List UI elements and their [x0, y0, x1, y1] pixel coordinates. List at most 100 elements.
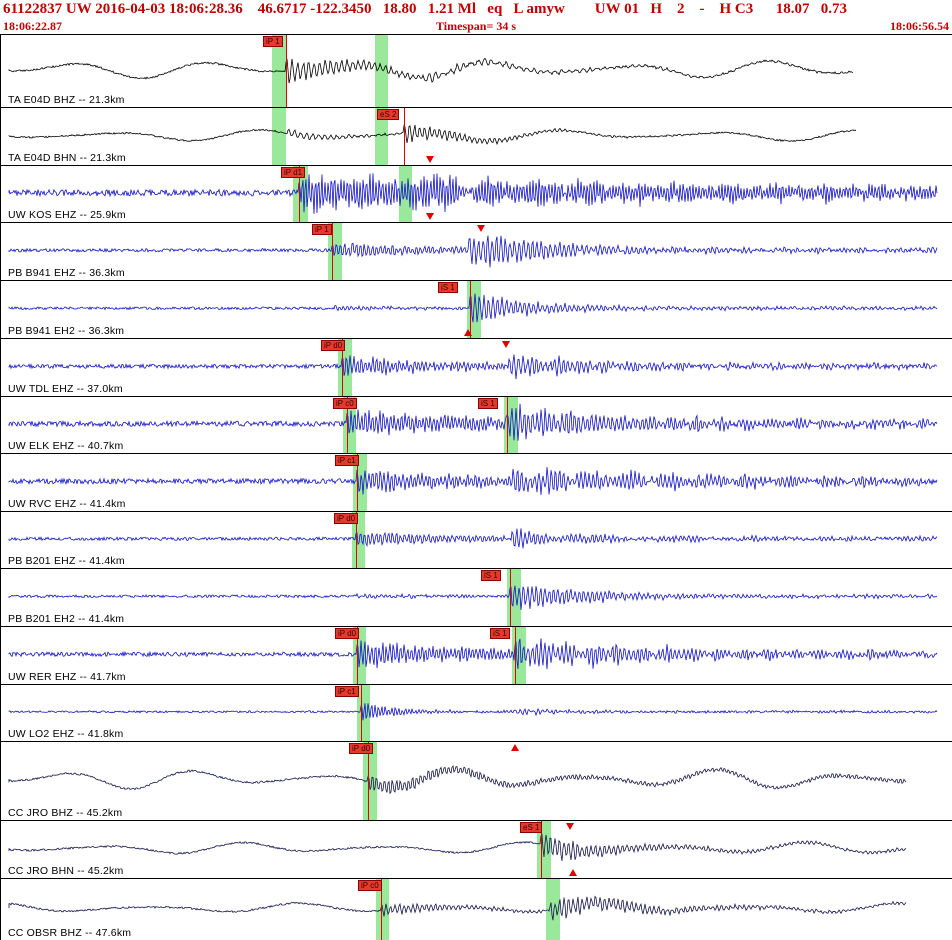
- station-label: CC OBSR BHZ -- 47.6km: [8, 927, 132, 939]
- pick-flag[interactable]: iS 1: [438, 282, 458, 293]
- station-label: UW RER EHZ -- 41.7km: [8, 671, 126, 683]
- pick-flag[interactable]: iP d0: [349, 743, 374, 754]
- pick-line[interactable]: [368, 742, 369, 820]
- arrival-marker-triangle[interactable]: [426, 156, 434, 163]
- window-start-time: 18:06:22.87: [3, 19, 62, 33]
- waveform: [8, 528, 938, 549]
- trace-row-9[interactable]: iP d0 PB B201 EHZ -- 41.4km: [1, 512, 952, 569]
- waveform: [8, 293, 938, 323]
- pick-line[interactable]: [342, 339, 343, 396]
- waveform: [8, 173, 938, 214]
- pick-line[interactable]: [510, 569, 511, 626]
- pick-line[interactable]: [507, 397, 508, 453]
- arrival-marker-triangle[interactable]: [511, 744, 519, 751]
- arrival-marker-triangle[interactable]: [464, 329, 472, 336]
- pick-flag[interactable]: iP c1: [335, 686, 359, 697]
- time-window-bar: 18:06:22.87 Timespan= 34 s 18:06:56.54: [0, 19, 952, 34]
- pick-highlight-band: [352, 512, 365, 568]
- trace-row-6[interactable]: iP d0 UW TDL EHZ -- 37.0km: [1, 339, 952, 397]
- pick-highlight-band: [537, 821, 551, 878]
- station-label: PB B941 EH2 -- 36.3km: [8, 325, 125, 337]
- pick-flag[interactable]: iP d0: [321, 340, 346, 351]
- trace-row-7[interactable]: iP c0 iS 1 UW ELK EHZ -- 40.7km: [1, 397, 952, 454]
- station-label: TA E04D BHZ -- 21.3km: [8, 94, 125, 106]
- pick-line[interactable]: [381, 879, 382, 940]
- pick-flag[interactable]: iS 1: [481, 570, 501, 581]
- timespan-label: Timespan= 34 s: [436, 19, 516, 33]
- station-label: PB B201 EHZ -- 41.4km: [8, 555, 125, 567]
- waveform: [8, 467, 938, 495]
- pick-line[interactable]: [347, 397, 348, 453]
- pick-flag[interactable]: eS 2: [377, 109, 400, 120]
- waveform: [8, 895, 907, 921]
- station-label: UW RVC EHZ -- 41.4km: [8, 498, 126, 510]
- station-label: UW TDL EHZ -- 37.0km: [8, 383, 123, 395]
- pick-flag[interactable]: iP 1: [312, 224, 332, 235]
- pick-highlight-band: [343, 397, 356, 453]
- pick-flag[interactable]: eS 1: [520, 822, 543, 833]
- trace-row-14[interactable]: eS 1 CC JRO BHN -- 45.2km: [1, 821, 952, 879]
- trace-row-13[interactable]: iP d0 CC JRO BHZ -- 45.2km: [1, 742, 952, 821]
- pick-line[interactable]: [361, 685, 362, 741]
- trace-row-15[interactable]: iP c0 CC OBSR BHZ -- 47.6km: [1, 879, 952, 940]
- trace-row-3[interactable]: iP d1 UW KOS EHZ -- 25.9km: [1, 166, 952, 223]
- pick-line[interactable]: [404, 108, 405, 165]
- arrival-marker-triangle[interactable]: [477, 225, 485, 232]
- trace-row-11[interactable]: iP d0 iS 1 UW RER EHZ -- 41.7km: [1, 627, 952, 685]
- pick-highlight-band: [546, 879, 560, 940]
- pick-line[interactable]: [299, 166, 300, 222]
- event-summary-line: 61122837 UW 2016-04-03 18:06:28.36 46.67…: [3, 1, 848, 17]
- pick-line[interactable]: [286, 35, 287, 107]
- waveform: [8, 765, 907, 795]
- pick-line[interactable]: [541, 821, 542, 878]
- trace-row-10[interactable]: iS 1 PB B201 EH2 -- 41.4km: [1, 569, 952, 627]
- trace-row-1[interactable]: iP 1 TA E04D BHZ -- 21.3km: [1, 35, 952, 108]
- trace-row-12[interactable]: iP c1 UW LO2 EHZ -- 41.8km: [1, 685, 952, 742]
- station-label: PB B201 EH2 -- 41.4km: [8, 613, 125, 625]
- trace-row-5[interactable]: iS 1 PB B941 EH2 -- 36.3km: [1, 281, 952, 339]
- pick-flag[interactable]: iP c1: [335, 455, 359, 466]
- arrival-marker-triangle[interactable]: [502, 341, 510, 348]
- pick-flag[interactable]: iP d0: [335, 628, 360, 639]
- pick-highlight-band: [363, 742, 377, 820]
- pick-highlight-band: [375, 108, 388, 165]
- trace-list: iP 1 TA E04D BHZ -- 21.3km eS 2 TA E04D BHN…: [0, 34, 952, 940]
- pick-flag[interactable]: iP d1: [281, 167, 306, 178]
- waveform: [8, 57, 854, 84]
- pick-line[interactable]: [357, 627, 358, 684]
- waveform: [8, 638, 938, 670]
- trace-row-4[interactable]: iP 1 PB B941 EHZ -- 36.3km: [1, 223, 952, 281]
- station-label: CC JRO BHZ -- 45.2km: [8, 807, 123, 819]
- window-end-time: 18:06:56.54: [890, 19, 949, 33]
- pick-flag[interactable]: iP c0: [358, 880, 382, 891]
- trace-row-8[interactable]: iP c1 UW RVC EHZ -- 41.4km: [1, 454, 952, 512]
- waveform: [8, 585, 938, 610]
- waveform: [8, 403, 938, 441]
- arrival-marker-triangle[interactable]: [566, 823, 574, 830]
- pick-line[interactable]: [357, 454, 358, 511]
- arrival-marker-triangle[interactable]: [569, 869, 577, 876]
- waveform: [8, 833, 907, 862]
- pick-flag[interactable]: iS 1: [478, 398, 498, 409]
- waveform: [8, 354, 938, 380]
- pick-highlight-band: [353, 454, 367, 511]
- pick-line[interactable]: [515, 627, 516, 684]
- station-label: CC JRO BHN -- 45.2km: [8, 865, 124, 877]
- pick-line[interactable]: [470, 281, 471, 338]
- pick-flag[interactable]: iP d0: [334, 513, 359, 524]
- waveform: [8, 124, 857, 146]
- pick-highlight-band: [353, 627, 366, 684]
- event-header: 61122837 UW 2016-04-03 18:06:28.36 46.67…: [0, 0, 952, 34]
- station-label: PB B941 EHZ -- 36.3km: [8, 267, 125, 279]
- waveform: [8, 235, 938, 268]
- pick-line[interactable]: [356, 512, 357, 568]
- trace-row-2[interactable]: eS 2 TA E04D BHN -- 21.3km: [1, 108, 952, 166]
- pick-highlight-band: [375, 35, 388, 107]
- pick-line[interactable]: [332, 223, 333, 280]
- pick-flag[interactable]: iS 1: [490, 628, 510, 639]
- pick-flag[interactable]: iP 1: [263, 36, 283, 47]
- pick-highlight-band: [272, 108, 286, 165]
- pick-flag[interactable]: iP c0: [333, 398, 357, 409]
- arrival-marker-triangle[interactable]: [426, 213, 434, 220]
